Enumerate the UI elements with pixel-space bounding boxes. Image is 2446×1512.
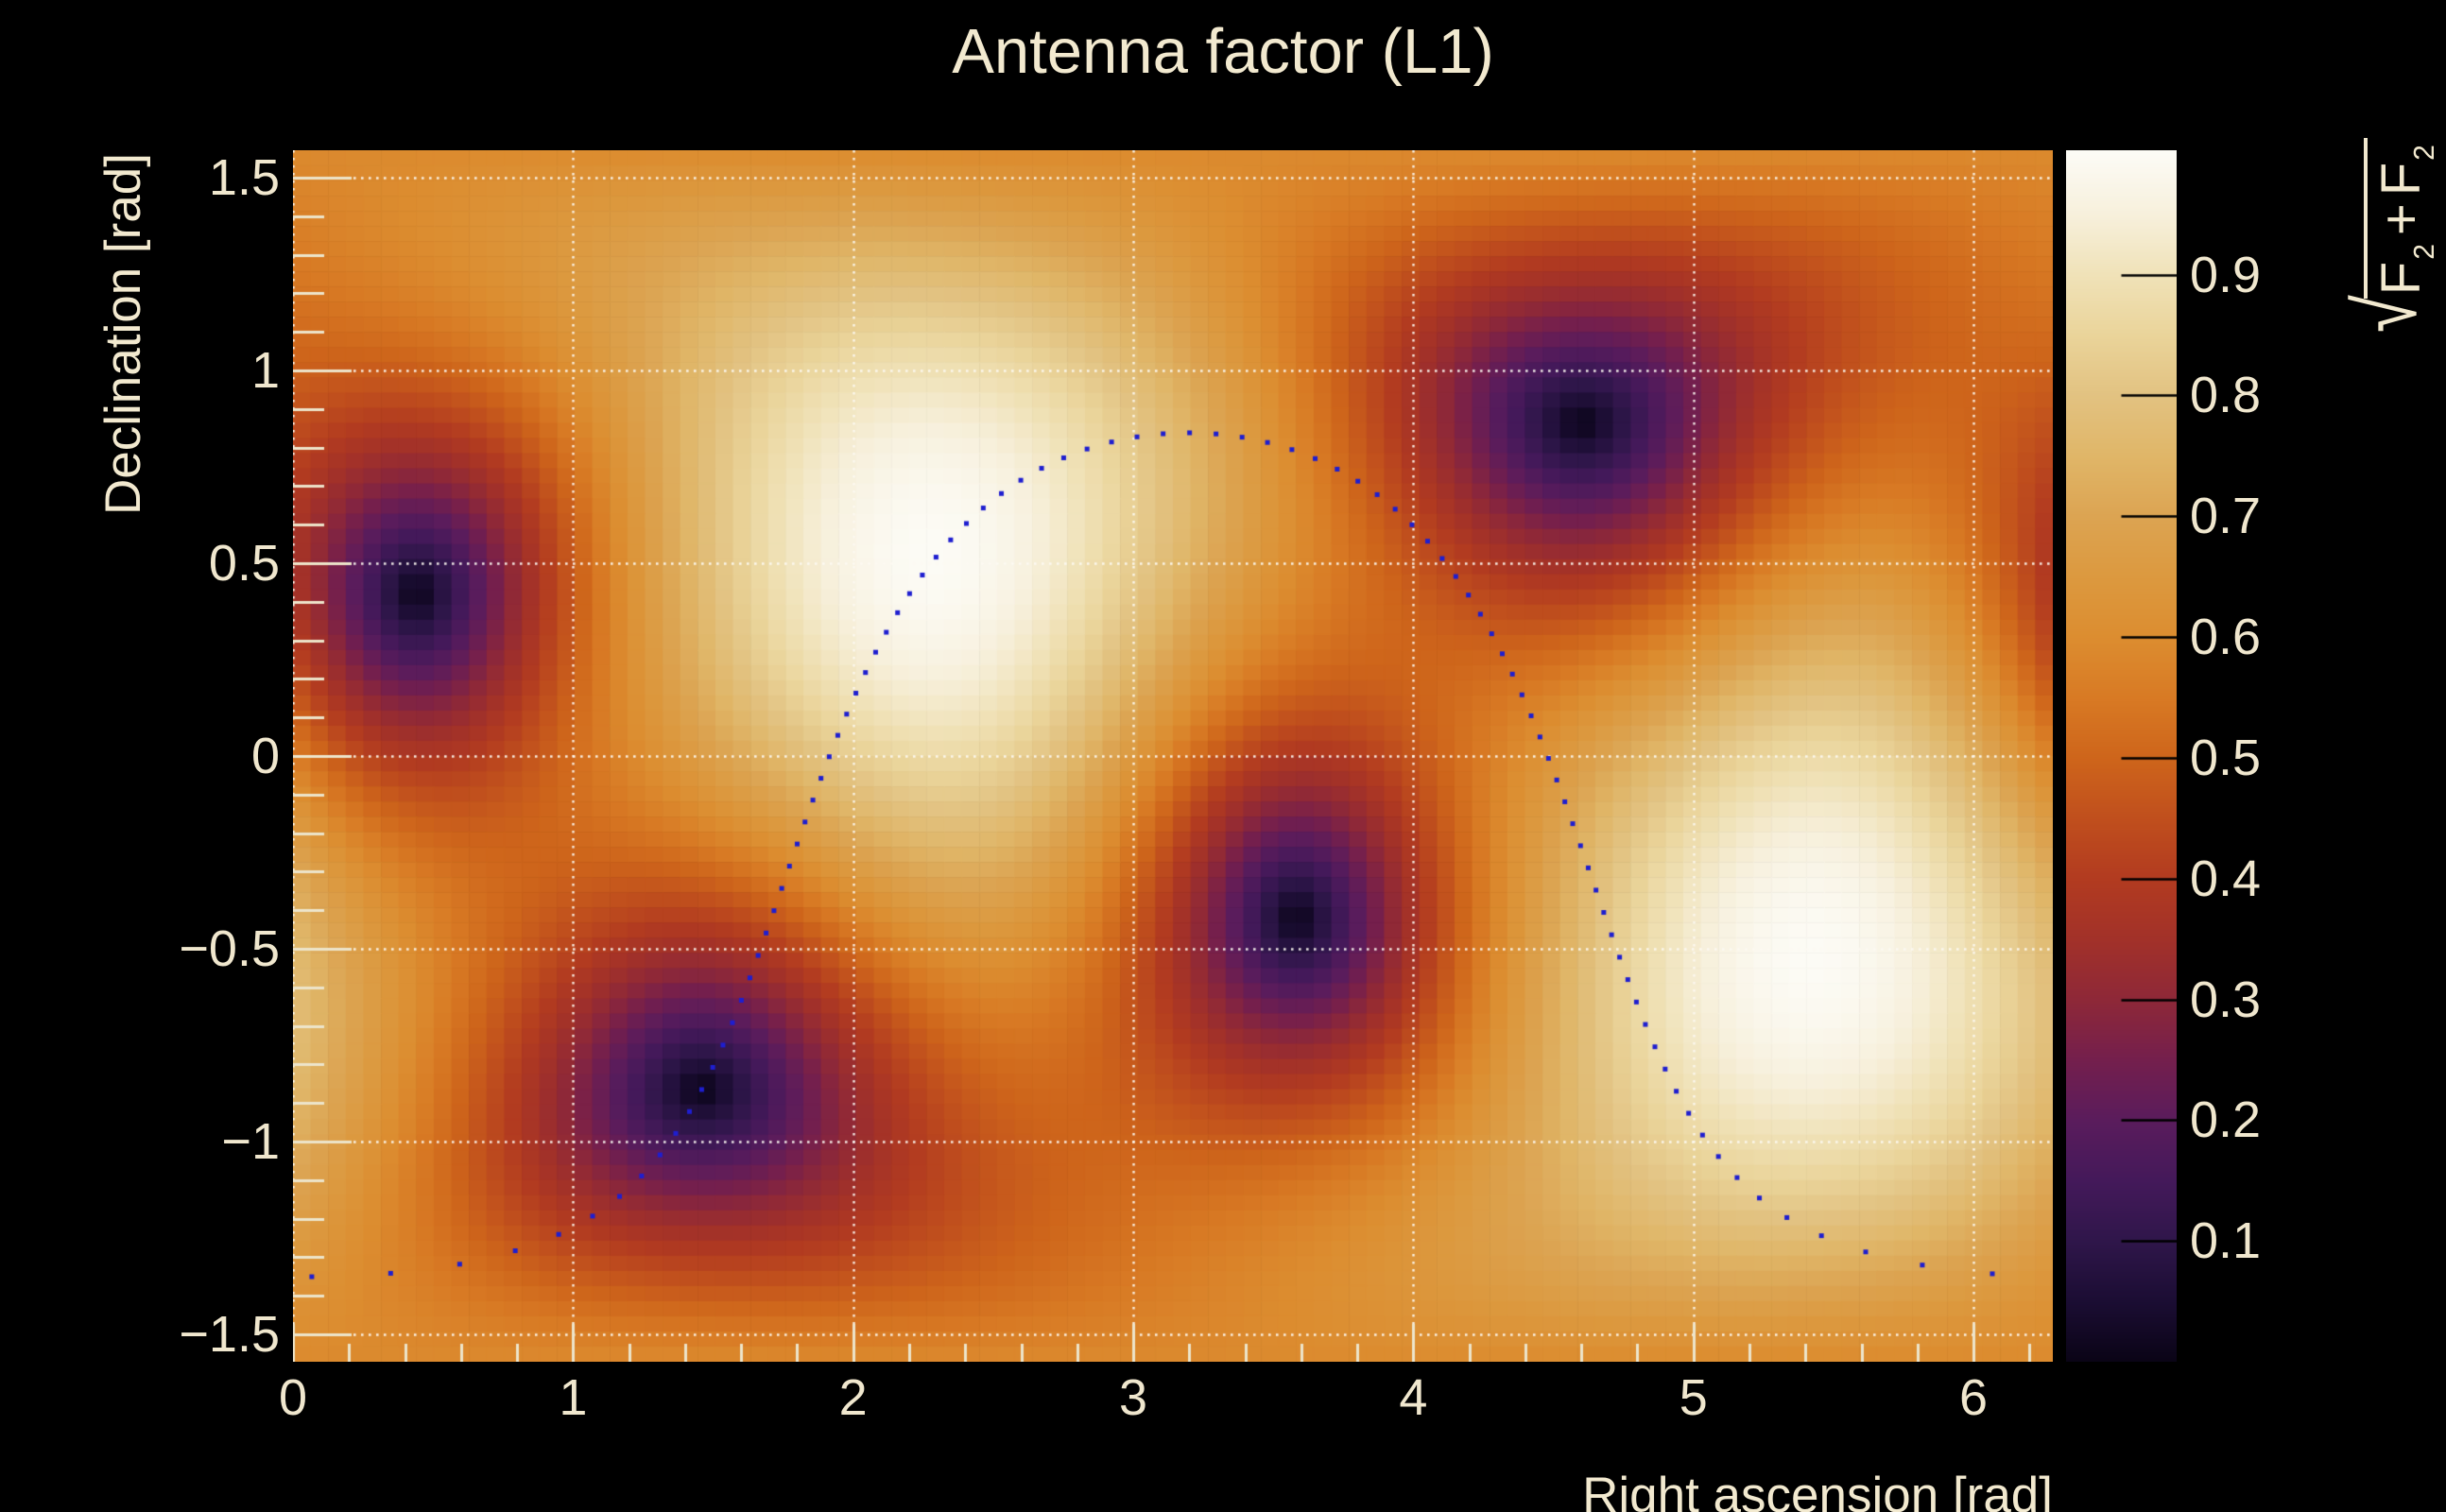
colorbar-tick-label: 0.1 — [2190, 1212, 2262, 1270]
x-tick-label: 1 — [559, 1369, 588, 1426]
x-tick-label: 3 — [1119, 1369, 1148, 1426]
colorbar-canvas — [2066, 150, 2177, 1362]
x-axis-title: Right ascension [rad] — [1582, 1468, 2053, 1512]
colorbar-tick-label: 0.3 — [2190, 971, 2262, 1028]
colorbar-tick-label: 0.6 — [2190, 609, 2262, 666]
f-plus-scripts: 2+ — [2409, 243, 2446, 260]
heatmap-canvas — [293, 150, 2053, 1362]
y-tick-label: −1.5 — [179, 1306, 280, 1364]
colorbar-tick-label: 0.5 — [2190, 729, 2262, 786]
y-tick-label: 0.5 — [208, 534, 280, 592]
f-plus-base: F — [2370, 261, 2432, 296]
y-tick-label: 0 — [250, 728, 280, 784]
f-cross-base: F — [2370, 162, 2432, 197]
y-tick-label: 1 — [250, 341, 280, 399]
radical-sign: √ — [2338, 295, 2435, 333]
y-axis-title: Declination [rad] — [95, 153, 151, 515]
colorbar-tick-label: 0.8 — [2190, 367, 2262, 424]
colorbar-tick-label: 0.4 — [2190, 850, 2262, 907]
x-tick-label: 0 — [278, 1369, 308, 1426]
colorbar-tick-label: 0.7 — [2190, 488, 2262, 545]
x-tick-label: 5 — [1679, 1369, 1708, 1426]
y-tick-label: −1 — [221, 1113, 280, 1171]
radicand: F2++F2× — [2364, 138, 2446, 300]
x-tick-label: 2 — [838, 1369, 868, 1426]
colorbar-title-formula: √F2++F2× — [2339, 138, 2446, 333]
colorbar-tick-label: 0.9 — [2190, 246, 2262, 303]
f-cross-scripts: 2× — [2409, 144, 2446, 161]
plot-title: Antenna factor (L1) — [952, 16, 1494, 87]
x-tick-label: 4 — [1399, 1369, 1428, 1426]
plus-operator: + — [2370, 203, 2432, 236]
y-tick-label: −0.5 — [179, 920, 280, 978]
x-tick-label: 6 — [1959, 1369, 1989, 1426]
y-tick-label: 1.5 — [208, 148, 280, 206]
colorbar-tick-label: 0.2 — [2190, 1091, 2262, 1149]
